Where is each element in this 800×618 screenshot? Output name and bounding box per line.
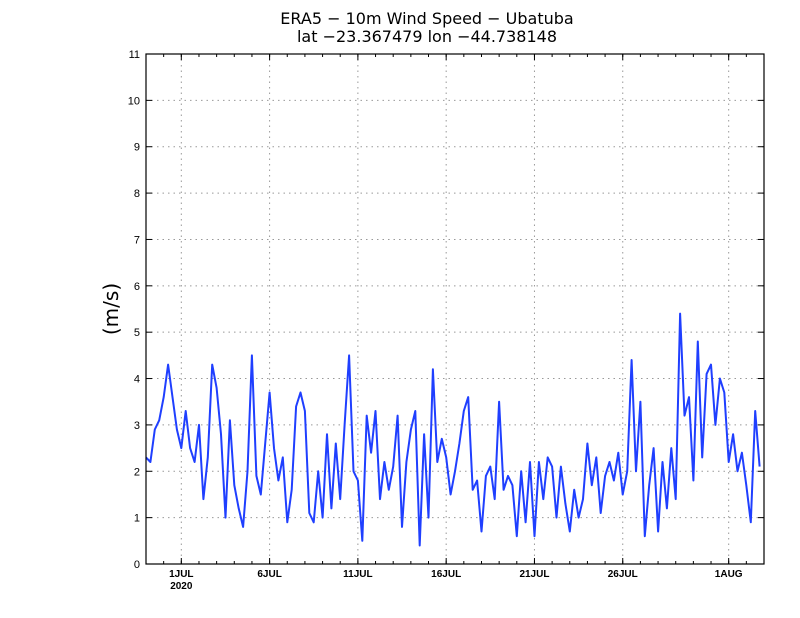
plot-frame [145, 53, 765, 565]
chart-title: ERA5 − 10m Wind Speed − Ubatuba [280, 9, 573, 28]
gridlines [146, 54, 764, 564]
x-tick-label: 1AUG [715, 569, 743, 580]
series-line [145, 312, 761, 547]
y-tick-label: 4 [134, 374, 140, 386]
x-tick-label: 6JUL [257, 569, 281, 580]
x-tick-label: 11JUL [343, 569, 372, 580]
y-tick-label: 1 [134, 513, 140, 525]
x-tick-label: 1JUL [169, 569, 193, 580]
y-tick-label: 5 [134, 327, 140, 339]
y-tick-label: 2 [134, 466, 140, 478]
y-axis-label: (m/s) [99, 283, 123, 335]
x-tick-label: 21JUL [519, 569, 549, 580]
x-tick-label: 26JUL [608, 569, 638, 580]
y-tick-label: 8 [134, 188, 140, 200]
chart-subtitle: lat −23.367479 lon −44.738148 [297, 27, 557, 46]
y-axis: 0 1 2 3 4 5 6 7 8 9 10 11 [128, 49, 764, 571]
x-tick-sublabel: 2020 [170, 581, 193, 592]
y-tick-label: 3 [134, 420, 140, 432]
y-tick-label: 11 [129, 49, 140, 61]
y-tick-label: 7 [134, 234, 140, 246]
y-tick-label: 9 [134, 142, 140, 154]
x-tick-label: 16JUL [431, 569, 461, 580]
y-tick-label: 6 [134, 281, 140, 293]
y-tick-label: 10 [128, 95, 140, 107]
y-tick-label: 0 [134, 559, 140, 571]
